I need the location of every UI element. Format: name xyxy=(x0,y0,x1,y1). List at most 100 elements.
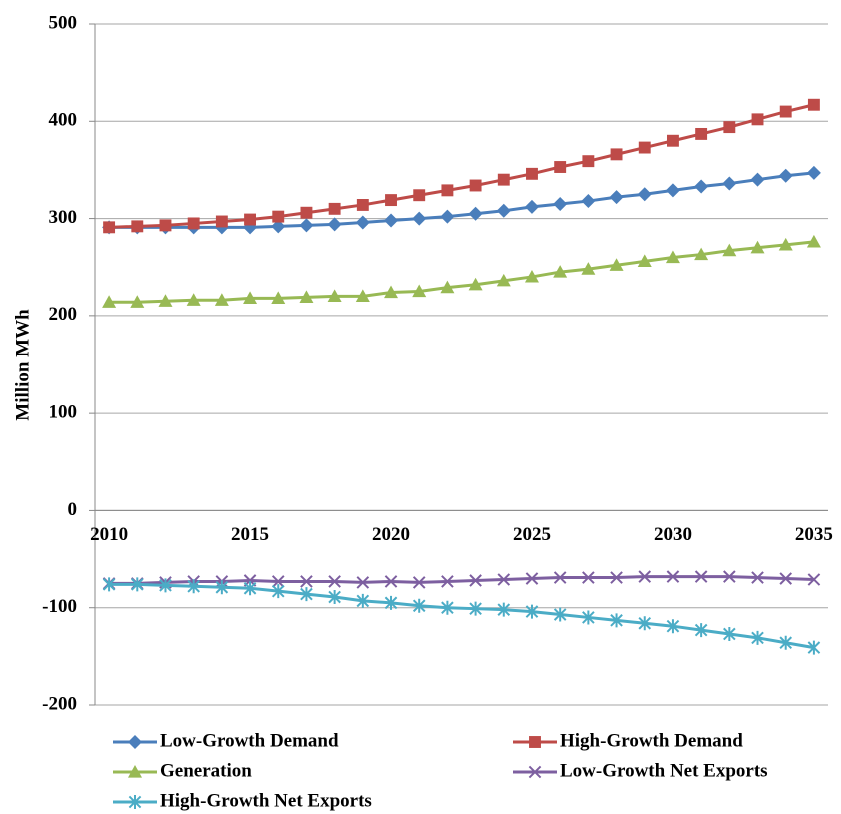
data-point xyxy=(496,273,511,287)
data-point xyxy=(272,210,285,223)
data-point xyxy=(271,584,285,599)
data-point xyxy=(666,134,679,147)
data-point xyxy=(666,570,680,583)
legend-label: High-Growth Demand xyxy=(560,730,743,751)
data-point xyxy=(441,575,454,588)
data-point xyxy=(413,189,426,202)
data-point xyxy=(300,575,313,588)
data-point xyxy=(609,190,624,205)
data-point xyxy=(750,172,765,187)
data-point xyxy=(581,262,596,275)
data-point xyxy=(694,179,709,194)
data-point xyxy=(327,217,342,232)
data-point xyxy=(581,194,596,209)
legend-label: High-Growth Net Exports xyxy=(160,790,372,811)
data-point xyxy=(328,590,341,605)
data-point xyxy=(638,570,652,583)
x-tick-label: 2010 xyxy=(90,524,128,545)
data-point xyxy=(412,211,427,226)
data-point xyxy=(553,571,567,584)
data-point xyxy=(300,587,313,602)
legend-marker xyxy=(128,765,142,778)
data-point xyxy=(355,289,370,302)
data-point xyxy=(665,183,680,198)
x-tick-label: 2020 xyxy=(372,524,410,545)
data-point xyxy=(553,265,568,278)
data-point xyxy=(722,176,737,191)
y-tick-label: 400 xyxy=(49,110,78,131)
data-point xyxy=(779,635,793,650)
y-tick-label: 200 xyxy=(49,304,78,325)
legend-label: Low-Growth Demand xyxy=(160,730,339,751)
data-point xyxy=(384,213,399,228)
data-point xyxy=(609,258,624,271)
data-point xyxy=(610,571,623,584)
legend-marker xyxy=(529,736,541,748)
data-point xyxy=(243,581,257,596)
data-point xyxy=(778,237,793,251)
data-point xyxy=(553,607,567,622)
data-point xyxy=(524,269,539,283)
data-point xyxy=(751,630,764,645)
data-point xyxy=(130,295,145,308)
data-point xyxy=(384,575,398,588)
data-point xyxy=(723,570,736,583)
data-point xyxy=(299,290,314,303)
data-point xyxy=(723,121,736,134)
data-point xyxy=(723,626,736,641)
data-point xyxy=(468,277,483,291)
data-point xyxy=(158,294,173,307)
data-point xyxy=(497,602,511,617)
data-point xyxy=(751,113,764,126)
data-point xyxy=(638,141,651,154)
data-point xyxy=(159,578,172,593)
data-point xyxy=(807,573,821,586)
series-line xyxy=(109,171,815,229)
data-point xyxy=(243,291,258,304)
series-line xyxy=(109,240,815,304)
data-point xyxy=(355,215,370,230)
data-point xyxy=(638,616,652,631)
data-point xyxy=(102,295,117,308)
data-point xyxy=(215,215,228,228)
y-axis-title: Million MWh xyxy=(12,309,33,421)
data-point xyxy=(582,155,595,168)
data-point xyxy=(131,220,144,233)
data-point xyxy=(807,640,821,655)
data-point xyxy=(525,572,539,585)
series-line xyxy=(109,575,814,585)
legend-label: Low-Growth Net Exports xyxy=(560,760,768,781)
data-point xyxy=(554,161,567,173)
data-point xyxy=(694,247,709,261)
data-point xyxy=(356,593,370,608)
data-point xyxy=(103,221,116,234)
data-point xyxy=(806,165,821,180)
data-point xyxy=(441,184,454,197)
data-point xyxy=(751,571,764,584)
data-point xyxy=(694,623,708,638)
y-tick-label: -200 xyxy=(42,693,77,714)
data-point xyxy=(384,285,399,299)
data-point xyxy=(582,610,595,625)
data-point xyxy=(610,613,623,628)
data-point xyxy=(271,219,286,234)
data-point xyxy=(694,570,708,583)
data-point xyxy=(779,105,792,118)
data-point xyxy=(271,291,286,304)
data-point xyxy=(327,289,342,302)
data-point xyxy=(526,167,538,180)
data-point xyxy=(300,206,313,219)
data-point xyxy=(497,173,510,186)
data-point xyxy=(695,127,708,140)
data-point xyxy=(328,575,341,588)
data-point xyxy=(356,576,370,589)
data-point xyxy=(722,243,737,257)
x-tick-label: 2025 xyxy=(513,524,551,545)
data-point xyxy=(440,209,455,224)
data-point xyxy=(665,250,680,264)
data-point xyxy=(779,572,793,585)
data-point xyxy=(299,218,314,233)
data-point xyxy=(412,598,426,613)
y-tick-label: 500 xyxy=(49,12,78,33)
data-point xyxy=(271,575,285,588)
